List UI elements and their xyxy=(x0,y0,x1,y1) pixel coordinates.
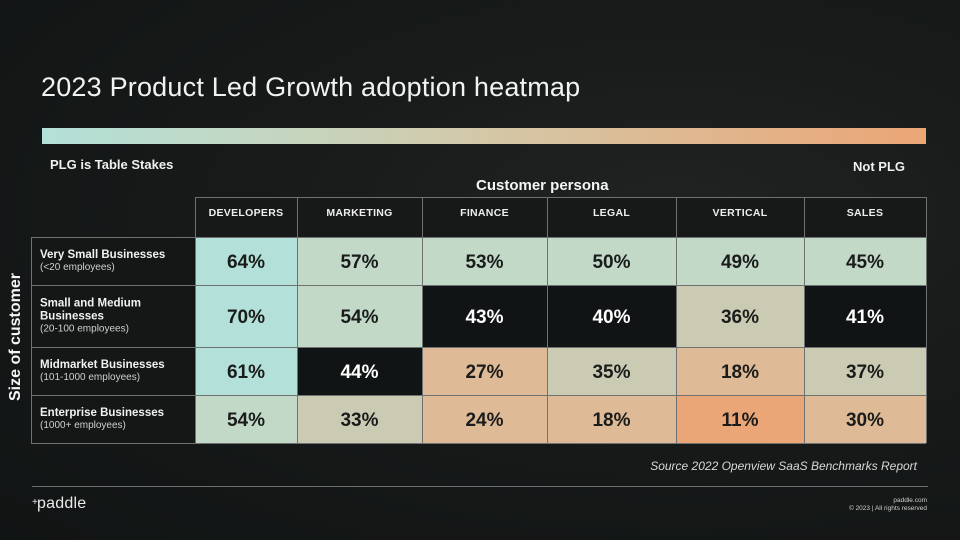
heatmap-cell-developers-row1 xyxy=(195,237,297,285)
heatmap-value-label: 36% xyxy=(721,307,759,328)
column-header-vertical: VERTICAL xyxy=(713,207,768,219)
row-label-1: Very Small Businesses xyxy=(40,249,165,261)
source-note: Source 2022 Openview SaaS Benchmarks Rep… xyxy=(650,459,917,473)
heatmap-value-label: 40% xyxy=(592,307,630,328)
slide-title: 2023 Product Led Growth adoption heatmap xyxy=(41,72,581,102)
row-label-2: Small and Medium Businesses xyxy=(40,298,141,323)
paddle-logo-text: paddle xyxy=(37,495,87,512)
heatmap-cell-sales-row4 xyxy=(804,395,926,443)
heatmap-value-label: 64% xyxy=(227,252,265,273)
row-label-line: Businesses xyxy=(40,311,104,323)
column-header-row-bg xyxy=(195,197,926,237)
heatmap-cell-vertical-row4 xyxy=(676,395,804,443)
heatmap-value-label: 27% xyxy=(465,362,503,383)
heatmap-cell-marketing-row4 xyxy=(297,395,422,443)
column-header-developers: DEVELOPERS xyxy=(209,207,284,219)
heatmap-cell-developers-row2 xyxy=(195,285,297,347)
heatmap-value-label: 50% xyxy=(592,252,630,273)
heatmap-cell-sales-row3 xyxy=(804,347,926,395)
scale-label-plg-table-stakes: PLG is Table Stakes xyxy=(50,157,174,172)
heatmap-value-label: 70% xyxy=(227,307,265,328)
column-header-sales: SALES xyxy=(847,207,884,219)
row-sublabel-4: (1000+ employees) xyxy=(40,420,126,431)
heatmap-cell-marketing-row3 xyxy=(297,347,422,395)
heatmap-value-label: 57% xyxy=(340,252,378,273)
heatmap-cell-vertical-row1 xyxy=(676,237,804,285)
heatmap-cell-legal-row2 xyxy=(547,285,676,347)
heatmap-value-label: 44% xyxy=(340,362,378,383)
row-label-4: Enterprise Businesses xyxy=(40,407,164,419)
column-header-finance: FINANCE xyxy=(460,207,509,219)
heatmap-value-label: 18% xyxy=(592,410,630,431)
heatmap-cell-legal-row3 xyxy=(547,347,676,395)
footer-website: paddle.com xyxy=(893,497,927,504)
heatmap-cell-sales-row2 xyxy=(804,285,926,347)
heatmap-value-label: 61% xyxy=(227,362,265,383)
x-axis-title: Customer persona xyxy=(476,177,609,194)
heatmap-value-label: 37% xyxy=(846,362,884,383)
heatmap-cell-marketing-row1 xyxy=(297,237,422,285)
heatmap-value-label: 35% xyxy=(592,362,630,383)
row-label-3: Midmarket Businesses xyxy=(40,359,165,371)
heatmap-value-label: 53% xyxy=(465,252,503,273)
heatmap-value-label: 41% xyxy=(846,307,884,328)
heatmap-cell-finance-row1 xyxy=(422,237,547,285)
footer-copyright: © 2023 | All rights reserved xyxy=(848,505,927,512)
heatmap-value-label: 11% xyxy=(722,410,759,431)
heatmap-cell-vertical-row2 xyxy=(676,285,804,347)
heatmap-value-label: 33% xyxy=(340,410,378,431)
heatmap-cell-developers-row3 xyxy=(195,347,297,395)
paddle-logo: + paddle xyxy=(32,495,86,513)
heatmap-cell-legal-row4 xyxy=(547,395,676,443)
heatmap-cell-sales-row1 xyxy=(804,237,926,285)
heatmap-value-label: 30% xyxy=(846,410,884,431)
heatmap-cell-marketing-row2 xyxy=(297,285,422,347)
row-label-column-bg xyxy=(31,237,195,443)
color-scale-bar xyxy=(42,128,926,144)
heatmap-value-label: 49% xyxy=(721,252,759,273)
column-header-legal: LEGAL xyxy=(593,207,630,219)
heatmap-cell-vertical-row3 xyxy=(676,347,804,395)
heatmap-cell-finance-row4 xyxy=(422,395,547,443)
row-sublabel-2: (20-100 employees) xyxy=(40,324,129,335)
heatmap-cell-finance-row3 xyxy=(422,347,547,395)
heatmap-value-label: 54% xyxy=(227,410,265,431)
heatmap-value-label: 54% xyxy=(340,307,378,328)
row-label-line: Small and Medium xyxy=(40,298,141,310)
heatmap-value-label: 24% xyxy=(465,410,503,431)
footer-info: paddle.com © 2023 | All rights reserved xyxy=(849,497,927,513)
heatmap-value-label: 18% xyxy=(721,362,759,383)
heatmap-cell-developers-row4 xyxy=(195,395,297,443)
scale-label-not-plg: Not PLG xyxy=(853,159,905,174)
heatmap-value-label: 43% xyxy=(465,307,503,328)
paddle-logo-icon: + xyxy=(32,497,39,508)
heatmap-cell-finance-row2 xyxy=(422,285,547,347)
heatmap-value-label: 45% xyxy=(846,252,884,273)
footer-divider xyxy=(32,486,928,487)
row-sublabel-1: (<20 employees) xyxy=(40,262,115,273)
column-header-marketing: MARKETING xyxy=(326,207,392,219)
row-sublabel-3: (101-1000 employees) xyxy=(40,372,140,383)
heatmap-cell-legal-row1 xyxy=(547,237,676,285)
